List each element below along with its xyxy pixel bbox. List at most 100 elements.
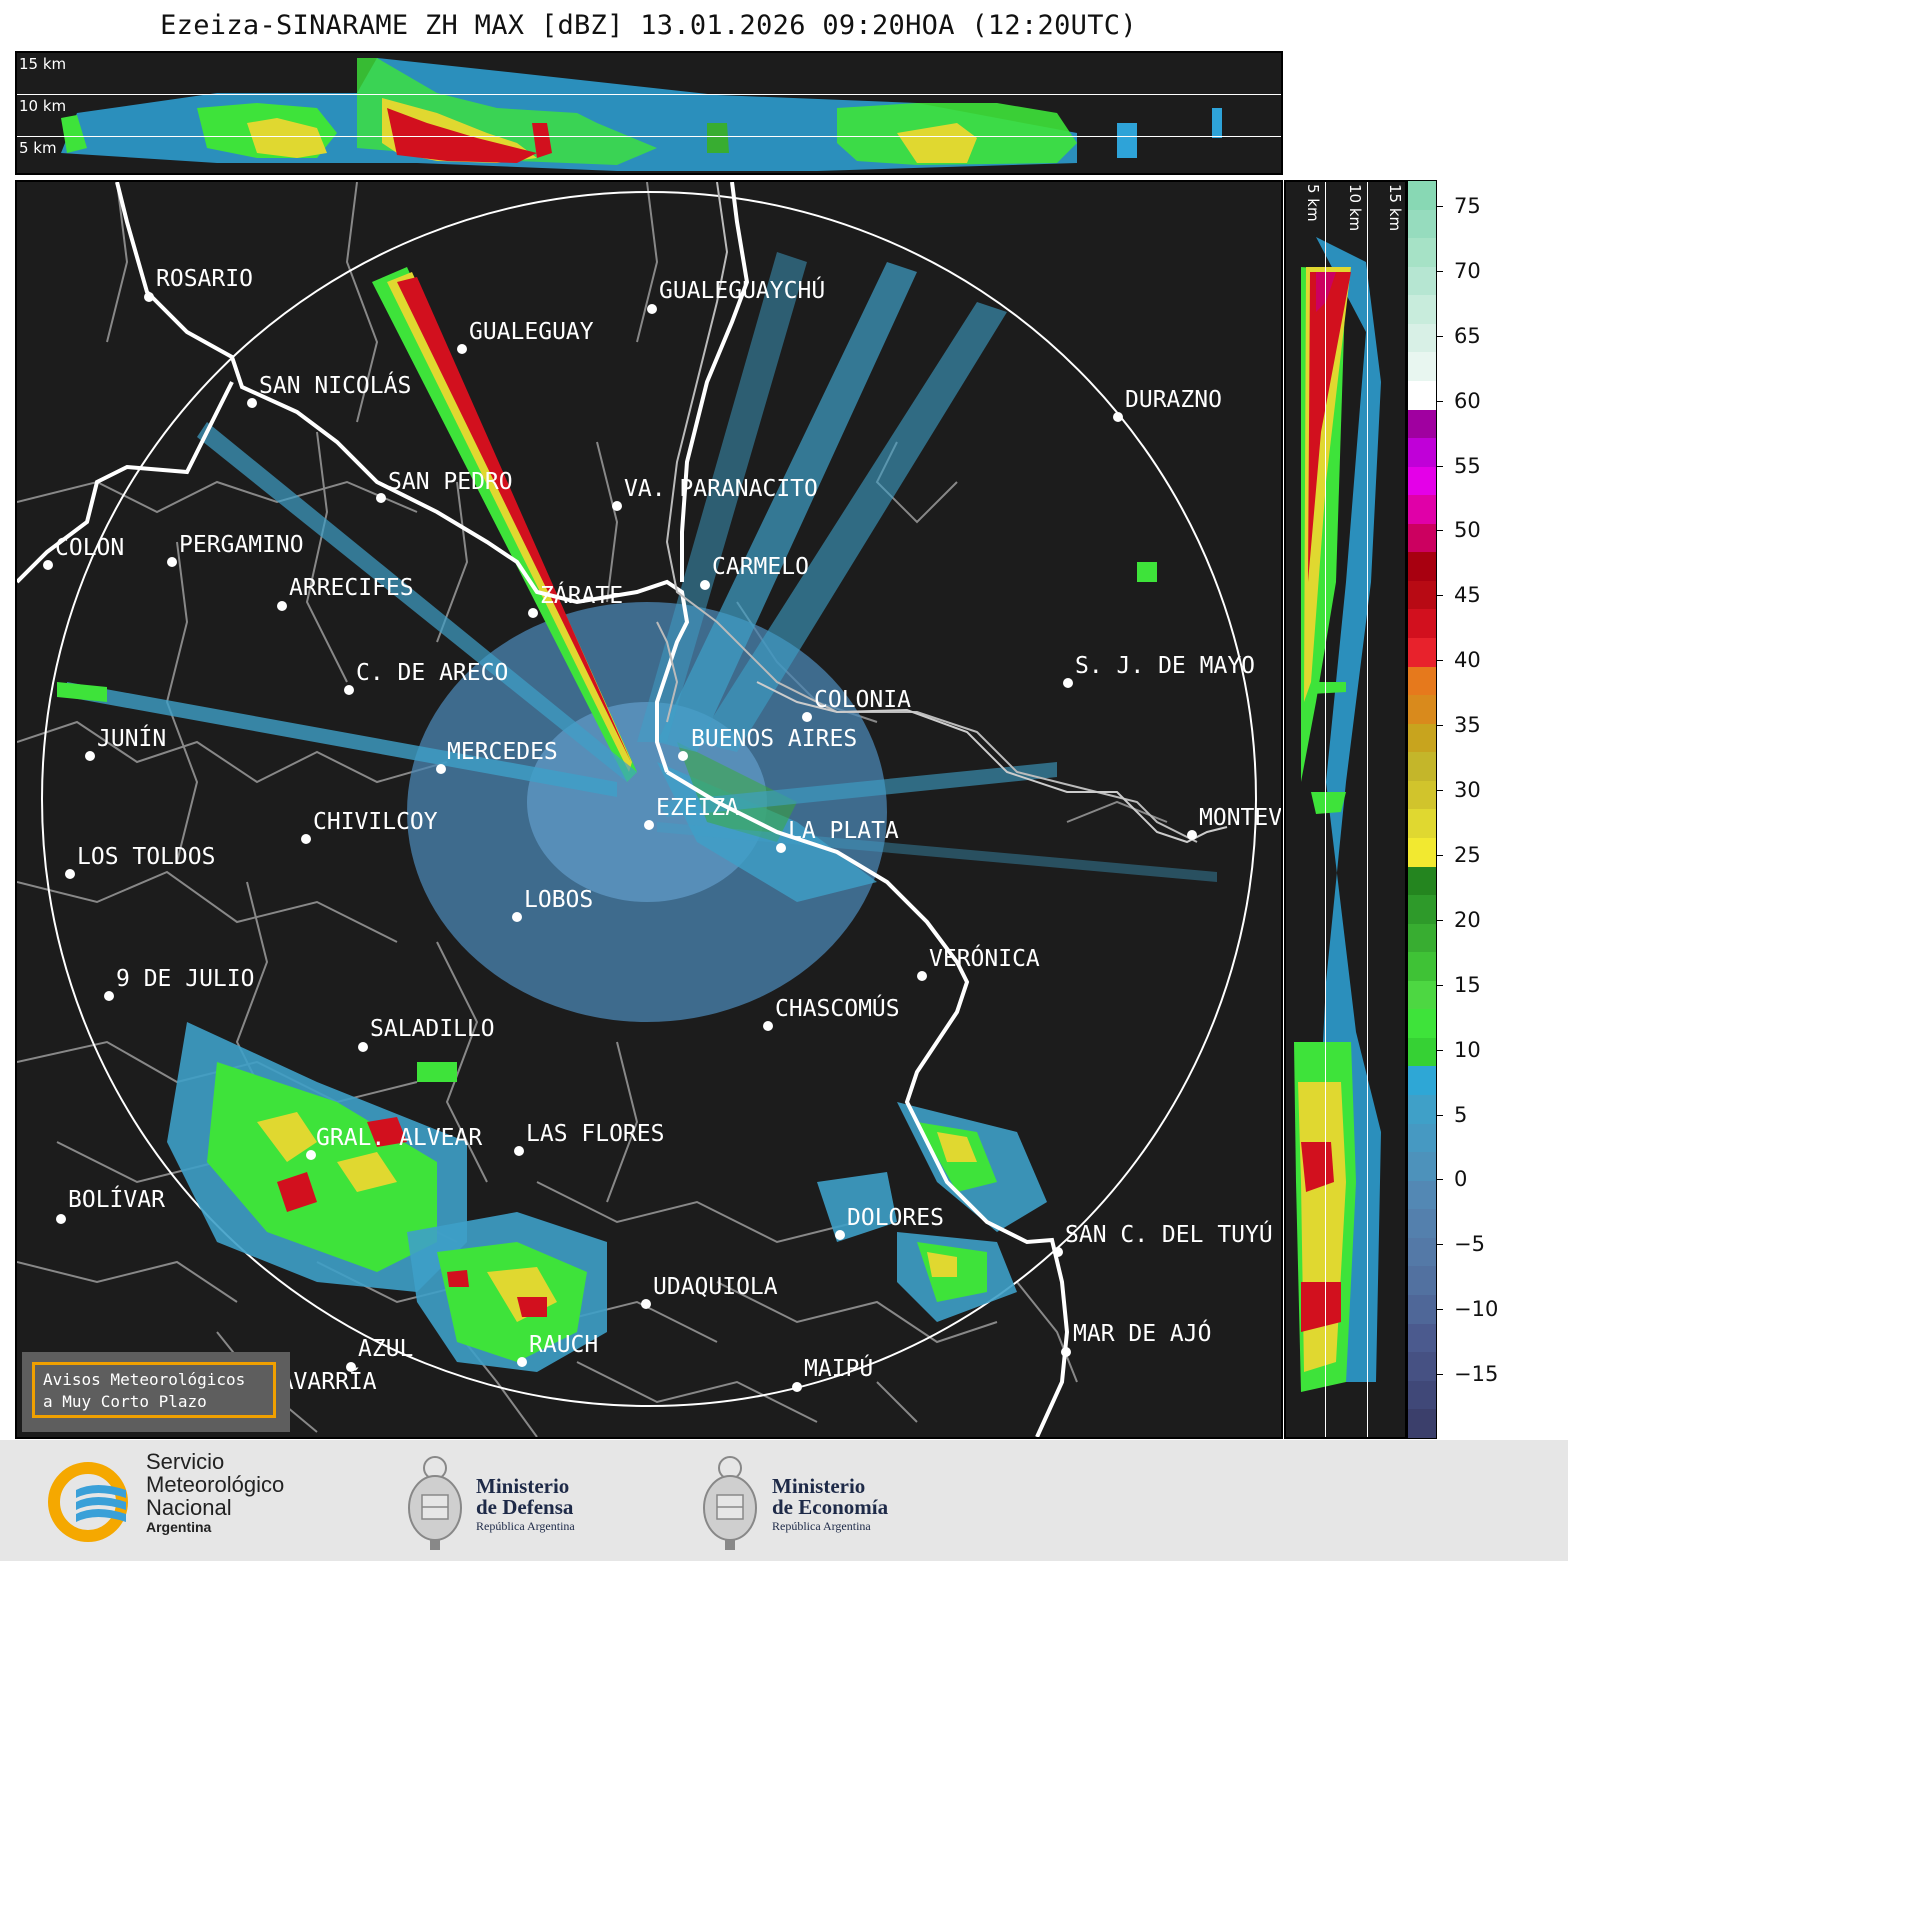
radar-map-image (17, 182, 1257, 1437)
city-label-azul: AZUL (358, 1336, 414, 1362)
city-label-colon: COLON (55, 535, 125, 561)
colorbar-tick-label: 10 (1454, 1037, 1481, 1062)
colorbar-segment (1408, 638, 1436, 667)
city-marker-9-de-julio (104, 991, 114, 1001)
colorbar-tick-label: −10 (1454, 1297, 1499, 1322)
colorbar-segment (1408, 809, 1436, 838)
city-label-arrecifes: ARRECIFES (289, 575, 414, 601)
colorbar-segment (1408, 323, 1436, 353)
colorbar-tick-label: 40 (1454, 648, 1481, 673)
side-profile-panel: 5 km 10 km 15 km (1284, 180, 1407, 1439)
radar-map: ROSARIO GUALEGUAYCHÚ GUALEGUAY SAN NICOL… (15, 180, 1283, 1439)
smn-logo-icon (48, 1462, 128, 1542)
city-marker-la-plata (776, 843, 786, 853)
city-label-mar-de-ajo: MAR DE AJÓ (1073, 1321, 1212, 1347)
colorbar-segment (1408, 1123, 1436, 1153)
city-marker-dolores (835, 1230, 845, 1240)
colorbar-tick (1437, 465, 1443, 467)
colorbar-segment (1408, 495, 1436, 524)
colorbar-segment (1408, 1152, 1436, 1181)
notice-box[interactable]: Avisos Meteorológicos a Muy Corto Plazo (22, 1352, 290, 1432)
colorbar-segment (1408, 609, 1436, 638)
colorbar-segment (1408, 580, 1436, 610)
colorbar-tick-label: −15 (1454, 1362, 1499, 1387)
colorbar-tick (1437, 660, 1443, 662)
colorbar-segment (1408, 523, 1436, 553)
city-marker-mar-de-ajo (1061, 1347, 1071, 1357)
side-label-10km: 10 km (1346, 184, 1364, 232)
colorbar-segment (1408, 209, 1436, 239)
borders (656, 182, 1198, 843)
colorbar-segment (1408, 923, 1436, 953)
city-marker-s-j-de-mayo (1063, 678, 1073, 688)
height-profile-image (61, 58, 1222, 171)
city-label-maipu: MAIPÚ (804, 1356, 874, 1382)
colorbar-tick-label: 70 (1454, 258, 1481, 283)
city-marker-bolivar (56, 1214, 66, 1224)
colorbar-tick (1437, 530, 1443, 532)
colorbar-segment (1408, 552, 1436, 581)
colorbar-tick (1437, 205, 1443, 207)
colorbar-tick (1437, 854, 1443, 856)
city-label-rauch: RAUCH (529, 1332, 599, 1358)
city-marker-gral-alvear (306, 1150, 316, 1160)
city-label-mercedes: MERCEDES (447, 739, 558, 765)
colorbar-segment (1408, 837, 1436, 867)
colorbar-segment (1408, 352, 1436, 381)
colorbar-tick-label: 55 (1454, 453, 1481, 478)
city-marker-veronica (917, 971, 927, 981)
colorbar-segment (1408, 466, 1436, 496)
height-label-15km: 15 km (19, 55, 67, 73)
colorbar-tick (1437, 725, 1443, 727)
city-marker-ezeiza (644, 820, 654, 830)
colorbar-segment (1408, 409, 1436, 439)
colorbar-tick-label: 0 (1454, 1167, 1468, 1192)
city-label-montevideo: MONTEV (1199, 805, 1283, 831)
city-label-san-pedro: SAN PEDRO (388, 469, 513, 495)
colorbar-segment (1408, 980, 1436, 1010)
height-profile-panel: 15 km 10 km 5 km (15, 51, 1283, 175)
city-label-san-c-del-tuyu: SAN C. DEL TUYÚ (1065, 1222, 1273, 1248)
side-line-10km (1367, 182, 1368, 1437)
colorbar-segment (1408, 866, 1436, 896)
city-marker-rosario (144, 292, 154, 302)
economia-line-2: de Economía (772, 1495, 889, 1519)
colorbar-tick-label: 60 (1454, 388, 1481, 413)
colorbar-segment (1408, 266, 1436, 296)
colorbar-segment (1408, 666, 1436, 696)
city-label-gualeguaychu: GUALEGUAYCHÚ (659, 278, 826, 304)
city-marker-va-paranacito (612, 501, 622, 511)
city-label-lobos: LOBOS (524, 887, 594, 913)
colorbar-segment (1408, 1209, 1436, 1238)
height-label-10km: 10 km (19, 97, 67, 115)
colorbar-segment (1408, 238, 1436, 267)
city-label-chascomus: CHASCOMÚS (775, 996, 900, 1022)
city-label-las-flores: LAS FLORES (526, 1121, 665, 1147)
economia-seal-icon (703, 1456, 757, 1550)
city-marker-montevideo (1187, 830, 1197, 840)
smn-logo-text: Servicio Meteorológico Nacional Argentin… (146, 1450, 284, 1535)
city-label-rosario: ROSARIO (156, 266, 253, 292)
colorbar-tick-label: 5 (1454, 1102, 1468, 1127)
defensa-seal-icon (408, 1456, 462, 1550)
notice-line-2: a Muy Corto Plazo (43, 1392, 207, 1411)
notice-line-1: Avisos Meteorológicos (43, 1370, 246, 1389)
city-marker-junin (85, 751, 95, 761)
city-marker-san-c-del-tuyu (1053, 1247, 1063, 1257)
city-label-va-paranacito: VA. PARANACITO (624, 476, 818, 502)
city-marker-saladillo (358, 1042, 368, 1052)
colorbar-segment (1408, 895, 1436, 924)
colorbar-tick (1437, 400, 1443, 402)
city-marker-durazno (1113, 412, 1123, 422)
defensa-line-3: República Argentina (476, 1519, 575, 1533)
reflectivity-echoes (57, 252, 1217, 1372)
side-label-5km: 5 km (1304, 184, 1322, 222)
colorbar-segment (1408, 1237, 1436, 1267)
colorbar-segment (1408, 1323, 1436, 1353)
city-marker-azul (346, 1362, 356, 1372)
smn-line-3: Nacional (146, 1495, 232, 1520)
colorbar-tick-label: 45 (1454, 583, 1481, 608)
colorbar-tick (1437, 790, 1443, 792)
city-label-udaquiola: UDAQUIOLA (653, 1274, 778, 1300)
city-label-gral-alvear: GRAL. ALVEAR (316, 1125, 483, 1151)
